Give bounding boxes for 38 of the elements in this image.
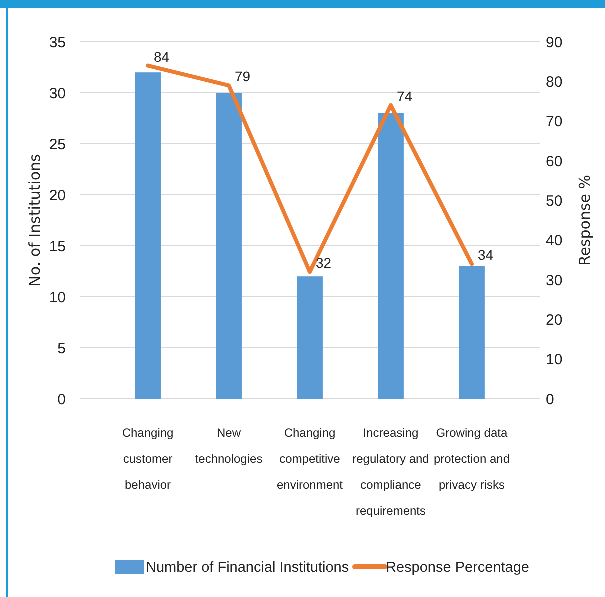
y2-tick-label: 70: [546, 114, 563, 131]
x-tick-label: Increasing regulatory and compliance requirements: [352, 426, 430, 518]
y-tick-label: 10: [49, 289, 66, 306]
y-tick-label: 30: [49, 85, 66, 102]
y-tick-label: 5: [58, 340, 66, 358]
x-tick-label: New technologies: [195, 426, 263, 466]
y-tick-label: 35: [49, 34, 66, 52]
y2-axis-title: Response %: [576, 174, 594, 266]
y2-tick-label: 60: [546, 153, 563, 170]
y2-tick-label: 30: [546, 272, 563, 290]
y-tick-label: 15: [49, 238, 66, 256]
legend-label: Number of Financial Institutions: [146, 560, 350, 576]
data-label: 74: [396, 88, 413, 104]
x-tick-label: Changing customer behavior: [122, 426, 174, 492]
y2-tick-label: 20: [546, 312, 563, 329]
bar: [135, 72, 161, 399]
y-tick-label: 20: [49, 187, 66, 204]
bar: [216, 93, 242, 399]
y2-tick-label: 90: [546, 34, 563, 52]
legend-label: Response Percentage: [386, 560, 530, 576]
line-series: [146, 64, 474, 274]
data-label: 84: [154, 48, 170, 65]
y-tick-label: 0: [58, 391, 66, 408]
y-axis-title: No. of Institutions: [26, 154, 44, 287]
data-label: 79: [235, 68, 251, 85]
y2-tick-label: 0: [546, 391, 554, 408]
data-label: 32: [316, 255, 332, 272]
y-tick-label: 25: [49, 136, 66, 154]
y2-tick-label: 50: [546, 192, 563, 210]
bar: [459, 266, 485, 399]
bar: [297, 276, 323, 399]
y2-tick-label: 80: [546, 74, 563, 91]
y2-tick-label: 40: [546, 232, 563, 250]
x-tick-label: Changing competitive environment: [276, 426, 344, 492]
y2-tick-label: 10: [546, 352, 563, 369]
bar: [378, 113, 404, 399]
data-label: 34: [478, 247, 494, 264]
x-tick-label: Growing data protection and privacy risks: [434, 426, 510, 492]
